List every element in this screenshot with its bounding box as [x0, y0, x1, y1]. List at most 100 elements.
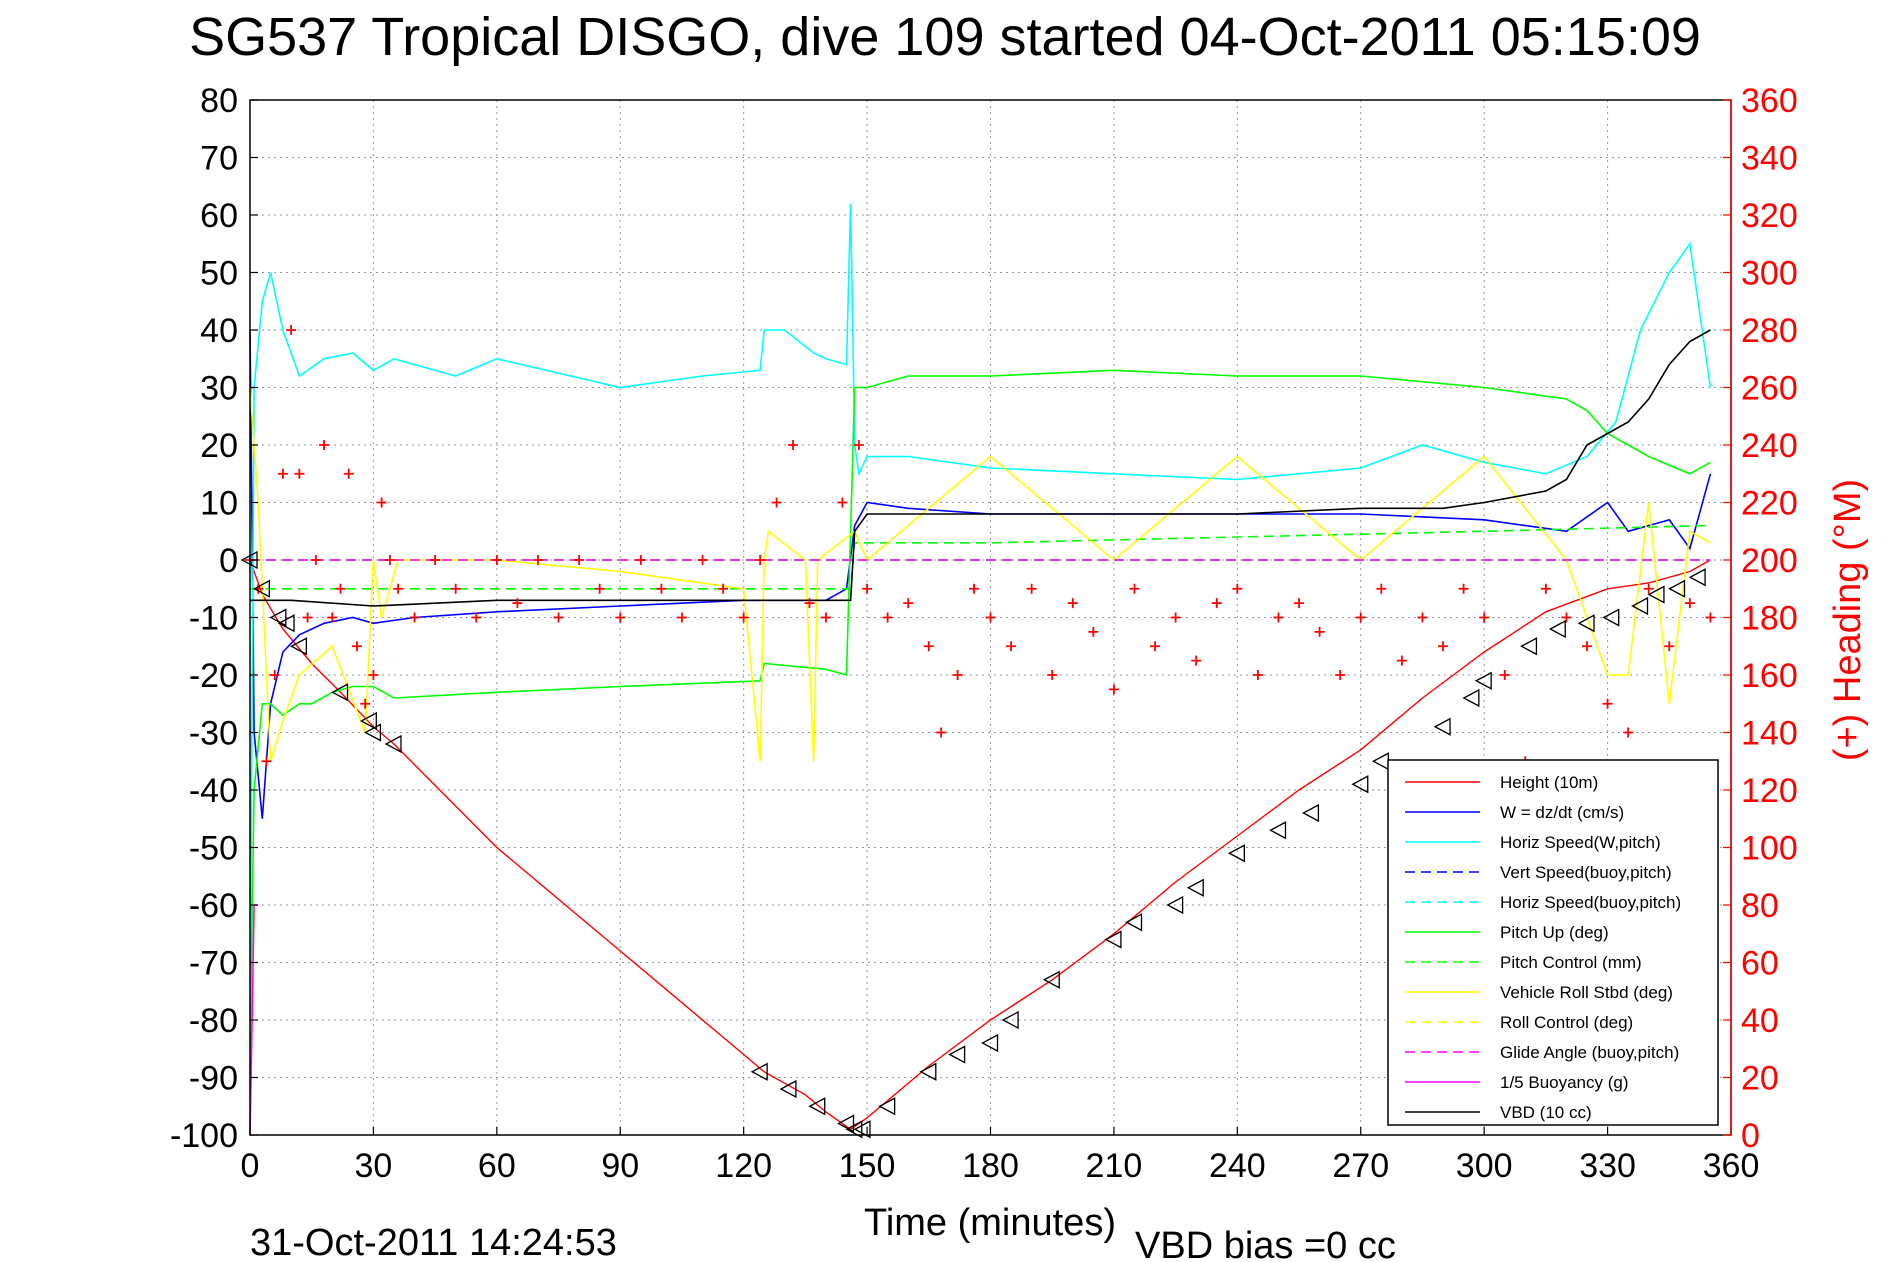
depth-marker: [252, 579, 270, 598]
footer-vbd-bias: VBD bias =0 cc: [1135, 1225, 1396, 1262]
depth-marker: [1474, 671, 1492, 690]
heading-marker: [1294, 598, 1305, 609]
footer-date: 31-Oct-2011 14:24:53: [250, 1222, 617, 1262]
depth-marker: [1042, 970, 1060, 989]
y-tick-label: -70: [189, 945, 238, 983]
heading-marker: [512, 598, 523, 609]
heading-marker: [837, 497, 848, 508]
x-tick-label: 330: [1579, 1147, 1636, 1185]
heading-marker: [952, 670, 963, 680]
depth-marker: [1433, 717, 1451, 736]
heading-marker: [376, 497, 387, 508]
depth-marker: [1688, 568, 1706, 587]
heading-marker: [368, 670, 379, 680]
heading-marker: [594, 583, 605, 594]
heading-marker: [788, 440, 799, 450]
legend-label: Pitch Control (mm): [1500, 953, 1642, 972]
y-tick-label: 30: [200, 370, 238, 408]
heading-marker: [1150, 641, 1161, 652]
x-tick-label: 0: [241, 1147, 260, 1185]
y-tick-label: 20: [200, 427, 238, 465]
right-axis-label: (+) Heading (°M): [1827, 479, 1869, 761]
depth-marker: [1104, 930, 1122, 949]
legend-label: Pitch Up (deg): [1500, 923, 1609, 942]
heading-marker: [1582, 641, 1593, 652]
y-tick-label: 70: [200, 140, 238, 178]
y-tick-label: -20: [189, 657, 238, 695]
right-tick-label: 100: [1741, 830, 1798, 868]
heading-marker: [335, 583, 346, 594]
y-tick-label: -50: [189, 830, 238, 868]
y-tick-label: 10: [200, 485, 238, 523]
y-tick-label: -30: [189, 715, 238, 753]
series-line-5: [249, 369, 1711, 1049]
legend-label: VBD (10 cc): [1500, 1103, 1592, 1122]
y-tick-label: -90: [189, 1060, 238, 1098]
depth-marker: [845, 1120, 863, 1139]
depth-marker: [1186, 878, 1204, 897]
x-tick-label: 90: [601, 1147, 639, 1185]
right-tick-label: 320: [1741, 197, 1798, 235]
depth-marker: [853, 1120, 871, 1139]
depth-marker: [1668, 579, 1686, 598]
legend-label: Vehicle Roll Stbd (deg): [1500, 983, 1673, 1002]
depth-marker: [1548, 619, 1566, 639]
depth-marker: [331, 683, 349, 702]
y-tick-label: 40: [200, 312, 238, 350]
depth-marker: [779, 1079, 797, 1099]
heading-marker: [1561, 612, 1572, 623]
x-tick-label: 360: [1703, 1147, 1760, 1185]
x-tick-label: 30: [355, 1147, 393, 1185]
heading-marker: [903, 598, 914, 609]
legend-label: Glide Angle (buoy,pitch): [1500, 1043, 1679, 1062]
chart-title: SG537 Tropical DISGO, dive 109 started 0…: [189, 7, 1701, 67]
right-tick-label: 200: [1741, 542, 1798, 580]
heading-marker: [882, 612, 893, 623]
heading-marker: [1252, 670, 1263, 680]
y-tick-label: -60: [189, 887, 238, 925]
depth-marker: [1647, 585, 1665, 604]
x-tick-label: 210: [1086, 1147, 1143, 1185]
heading-marker: [969, 583, 980, 594]
depth-marker: [1227, 844, 1245, 863]
heading-marker: [1170, 612, 1181, 623]
heading-marker: [409, 612, 420, 623]
heading-marker: [771, 497, 782, 508]
heading-marker: [1499, 670, 1510, 680]
y-tick-label: 80: [200, 82, 238, 120]
depth-marker: [1166, 895, 1184, 915]
heading-marker: [1438, 641, 1449, 652]
heading-marker: [804, 598, 815, 609]
heading-marker: [1129, 583, 1140, 594]
right-tick-label: 220: [1741, 485, 1798, 523]
legend-label: 1/5 Buoyancy (g): [1500, 1073, 1629, 1092]
heading-marker: [985, 612, 996, 623]
legend-label: Vert Speed(buoy,pitch): [1500, 863, 1672, 882]
right-tick-label: 60: [1741, 945, 1779, 983]
heading-marker: [319, 440, 330, 450]
depth-marker: [1631, 596, 1649, 616]
right-tick-label: 280: [1741, 312, 1798, 350]
heading-marker: [676, 612, 687, 623]
depth-marker: [384, 734, 402, 754]
right-tick-label: 140: [1741, 715, 1798, 753]
depth-marker: [1301, 803, 1320, 823]
heading-marker: [1479, 612, 1490, 623]
heading-marker: [343, 468, 354, 479]
legend-label: Horiz Speed(W,pitch): [1500, 833, 1661, 852]
heading-marker: [1006, 641, 1017, 652]
heading-marker: [615, 612, 626, 623]
heading-marker: [384, 555, 395, 565]
heading-marker: [755, 555, 766, 565]
x-tick-label: 240: [1209, 1147, 1266, 1185]
heading-marker: [1067, 598, 1078, 609]
x-tick-label: 60: [478, 1147, 516, 1185]
heading-marker: [1458, 583, 1469, 594]
heading-marker: [553, 612, 564, 623]
depth-marker: [837, 1114, 855, 1133]
heading-marker: [1026, 583, 1037, 594]
y-tick-label: -10: [189, 600, 238, 638]
heading-marker: [1684, 598, 1695, 609]
heading-marker: [261, 756, 272, 767]
